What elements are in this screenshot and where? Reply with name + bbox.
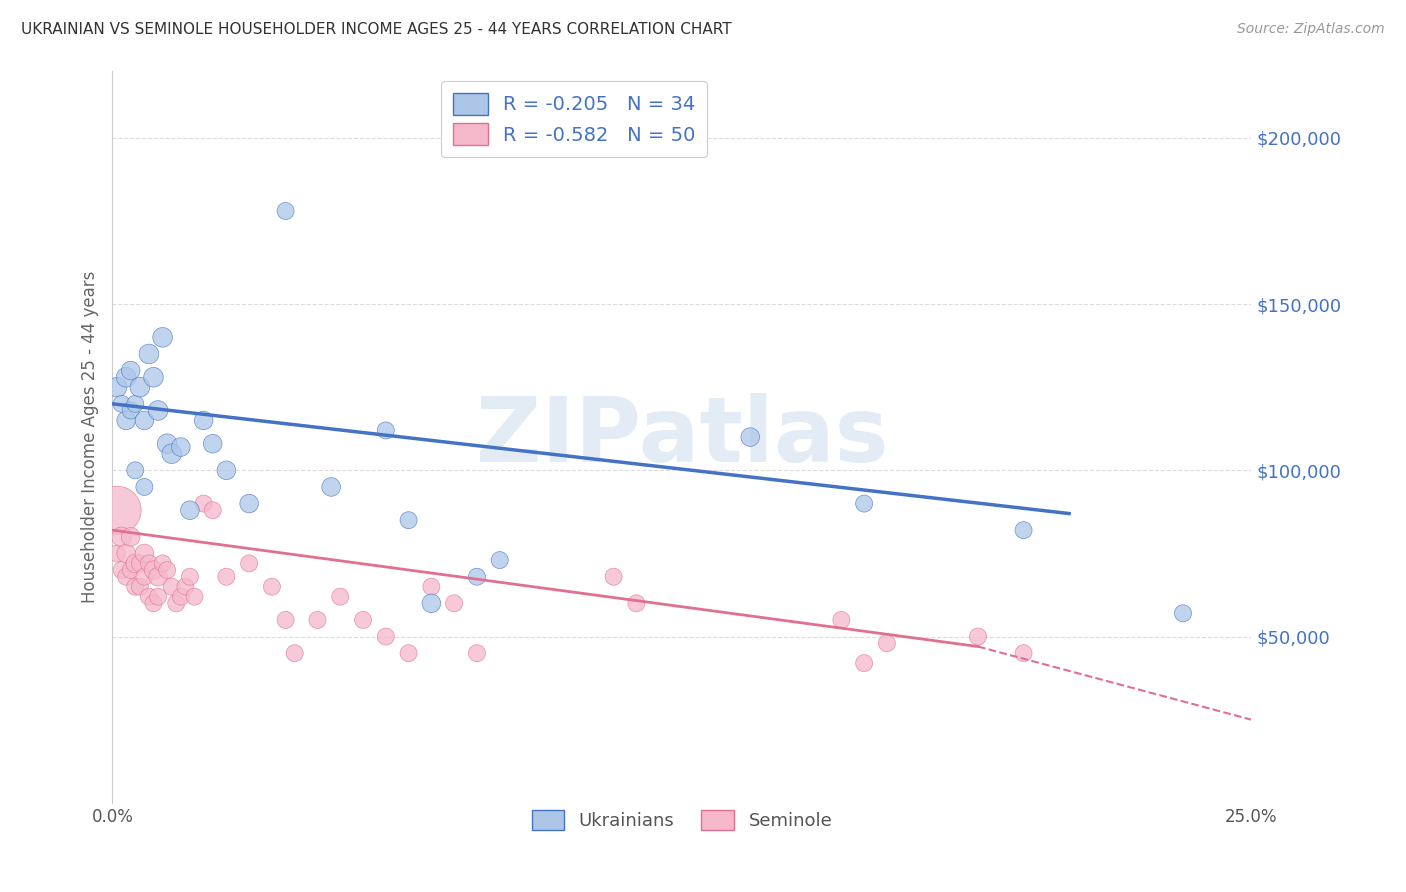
Point xyxy=(120,563,142,577)
Point xyxy=(420,596,443,610)
Point xyxy=(321,480,343,494)
Point xyxy=(398,513,420,527)
Point xyxy=(174,580,197,594)
Point xyxy=(179,503,201,517)
Point xyxy=(110,563,132,577)
Point xyxy=(183,590,205,604)
Point xyxy=(115,413,138,427)
Point xyxy=(128,557,150,571)
Point xyxy=(146,403,169,417)
Point xyxy=(488,553,510,567)
Point xyxy=(1012,646,1035,660)
Point xyxy=(156,563,179,577)
Point xyxy=(124,463,146,477)
Point xyxy=(329,590,352,604)
Point xyxy=(146,590,169,604)
Point xyxy=(274,204,297,219)
Point xyxy=(420,580,443,594)
Point xyxy=(853,656,876,670)
Point xyxy=(152,557,174,571)
Point xyxy=(156,436,179,450)
Point xyxy=(626,596,648,610)
Text: UKRAINIAN VS SEMINOLE HOUSEHOLDER INCOME AGES 25 - 44 YEARS CORRELATION CHART: UKRAINIAN VS SEMINOLE HOUSEHOLDER INCOME… xyxy=(21,22,731,37)
Point xyxy=(142,370,165,384)
Point xyxy=(138,347,160,361)
Point xyxy=(352,613,374,627)
Point xyxy=(307,613,329,627)
Point xyxy=(124,580,146,594)
Point xyxy=(138,590,160,604)
Point xyxy=(465,646,488,660)
Point xyxy=(1171,607,1194,621)
Point xyxy=(105,380,128,394)
Text: Source: ZipAtlas.com: Source: ZipAtlas.com xyxy=(1237,22,1385,37)
Point xyxy=(274,613,297,627)
Point xyxy=(193,497,215,511)
Point xyxy=(115,370,138,384)
Point xyxy=(115,570,138,584)
Point xyxy=(142,563,165,577)
Point xyxy=(876,636,898,650)
Point xyxy=(146,570,169,584)
Point xyxy=(260,580,283,594)
Point xyxy=(128,580,150,594)
Point xyxy=(134,480,156,494)
Point xyxy=(215,570,238,584)
Point xyxy=(398,646,420,660)
Point xyxy=(170,590,193,604)
Point xyxy=(134,413,156,427)
Point xyxy=(201,436,224,450)
Point xyxy=(179,570,201,584)
Point xyxy=(1012,523,1035,537)
Point xyxy=(215,463,238,477)
Point xyxy=(138,557,160,571)
Point xyxy=(967,630,990,644)
Legend: Ukrainians, Seminole: Ukrainians, Seminole xyxy=(524,803,839,838)
Point xyxy=(105,503,128,517)
Point xyxy=(142,596,165,610)
Point xyxy=(105,546,128,560)
Point xyxy=(160,580,183,594)
Point xyxy=(124,397,146,411)
Point xyxy=(165,596,187,610)
Point xyxy=(201,503,224,517)
Y-axis label: Householder Income Ages 25 - 44 years: Householder Income Ages 25 - 44 years xyxy=(80,271,98,603)
Point xyxy=(134,570,156,584)
Point xyxy=(238,497,260,511)
Point xyxy=(740,430,762,444)
Point xyxy=(152,330,174,344)
Point xyxy=(193,413,215,427)
Point xyxy=(284,646,307,660)
Point xyxy=(120,363,142,377)
Point xyxy=(443,596,465,610)
Point xyxy=(465,570,488,584)
Point xyxy=(110,397,132,411)
Point xyxy=(128,380,150,394)
Point xyxy=(124,557,146,571)
Point xyxy=(115,546,138,560)
Text: ZIPatlas: ZIPatlas xyxy=(475,393,889,481)
Point xyxy=(120,403,142,417)
Point xyxy=(374,424,396,438)
Point xyxy=(110,530,132,544)
Point xyxy=(238,557,260,571)
Point xyxy=(374,630,396,644)
Point xyxy=(134,546,156,560)
Point xyxy=(602,570,624,584)
Point xyxy=(120,530,142,544)
Point xyxy=(853,497,876,511)
Point xyxy=(170,440,193,454)
Point xyxy=(830,613,852,627)
Point xyxy=(160,447,183,461)
